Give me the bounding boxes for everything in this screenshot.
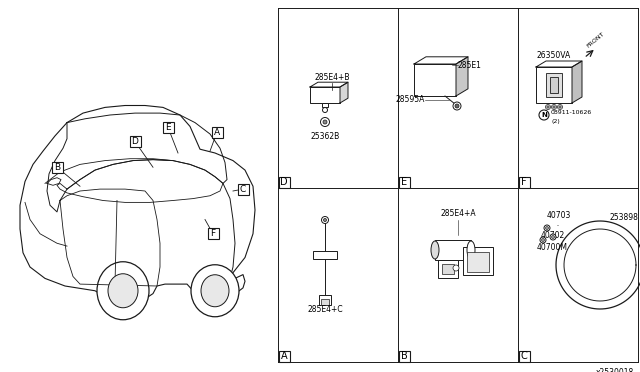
Ellipse shape <box>467 241 475 259</box>
Ellipse shape <box>108 274 138 308</box>
Text: E: E <box>165 123 171 132</box>
Text: C: C <box>520 351 527 361</box>
Circle shape <box>455 104 459 108</box>
Circle shape <box>453 102 461 110</box>
Bar <box>211 126 223 138</box>
Bar <box>51 162 63 173</box>
Text: D: D <box>280 177 288 187</box>
Circle shape <box>545 105 550 109</box>
Bar <box>319 295 331 305</box>
Circle shape <box>559 106 561 108</box>
Polygon shape <box>340 82 348 103</box>
Circle shape <box>553 106 556 108</box>
Bar <box>518 350 529 362</box>
Text: F: F <box>521 177 527 187</box>
Circle shape <box>323 108 328 112</box>
Ellipse shape <box>191 265 239 317</box>
Text: 40703: 40703 <box>547 211 572 219</box>
Circle shape <box>557 105 563 109</box>
Circle shape <box>547 106 549 108</box>
Bar <box>321 299 329 305</box>
Bar <box>129 136 141 147</box>
Bar <box>163 122 173 133</box>
Text: A: A <box>281 351 287 361</box>
Text: B: B <box>54 163 60 172</box>
Bar <box>438 260 458 278</box>
Text: 40700M: 40700M <box>537 244 568 253</box>
Text: 28595A: 28595A <box>396 96 425 105</box>
Polygon shape <box>572 61 582 103</box>
Bar <box>536 67 572 103</box>
Circle shape <box>323 120 327 124</box>
Text: D: D <box>132 137 138 146</box>
Circle shape <box>552 235 554 238</box>
Bar <box>278 176 289 187</box>
Bar <box>310 87 340 103</box>
Text: B: B <box>401 351 408 361</box>
Bar <box>518 176 529 187</box>
Polygon shape <box>310 82 348 87</box>
Circle shape <box>540 237 546 243</box>
Bar <box>550 77 558 93</box>
Bar <box>237 184 248 195</box>
Text: 285E4+C: 285E4+C <box>307 305 343 314</box>
Text: x2530018: x2530018 <box>596 368 634 372</box>
Text: F: F <box>211 229 216 238</box>
Bar <box>442 264 454 274</box>
Circle shape <box>552 105 557 109</box>
Circle shape <box>321 118 330 126</box>
Bar <box>414 64 456 96</box>
Text: E: E <box>401 177 407 187</box>
Bar <box>546 73 562 97</box>
Bar <box>435 240 471 260</box>
Bar <box>467 252 489 272</box>
Text: N: N <box>541 112 547 118</box>
Text: 25362B: 25362B <box>310 132 340 141</box>
Text: 26350VA: 26350VA <box>537 51 571 60</box>
Polygon shape <box>414 57 468 64</box>
Bar <box>399 350 410 362</box>
Circle shape <box>541 238 545 241</box>
Polygon shape <box>456 57 468 96</box>
Circle shape <box>545 227 548 230</box>
Text: 40702: 40702 <box>541 231 565 240</box>
Text: (2): (2) <box>551 119 560 124</box>
Ellipse shape <box>201 275 229 307</box>
Text: 253898: 253898 <box>610 214 639 222</box>
Circle shape <box>544 225 550 231</box>
Ellipse shape <box>97 262 149 320</box>
Text: 285E1: 285E1 <box>458 61 482 70</box>
Text: 285E4+A: 285E4+A <box>440 209 476 218</box>
Circle shape <box>539 110 549 120</box>
Circle shape <box>323 218 326 221</box>
Polygon shape <box>536 61 582 67</box>
Text: FRONT: FRONT <box>586 31 605 49</box>
Bar <box>463 247 493 275</box>
Text: A: A <box>214 128 220 137</box>
Bar <box>313 251 337 259</box>
Bar <box>207 228 218 239</box>
Bar <box>322 103 328 107</box>
Text: 08911-10626: 08911-10626 <box>551 110 592 115</box>
Text: 285E4+B: 285E4+B <box>314 73 349 82</box>
Text: C: C <box>240 185 246 193</box>
Bar <box>278 350 289 362</box>
Circle shape <box>453 265 459 271</box>
Ellipse shape <box>431 241 439 259</box>
Bar <box>399 176 410 187</box>
Circle shape <box>550 234 556 240</box>
Circle shape <box>321 217 328 224</box>
